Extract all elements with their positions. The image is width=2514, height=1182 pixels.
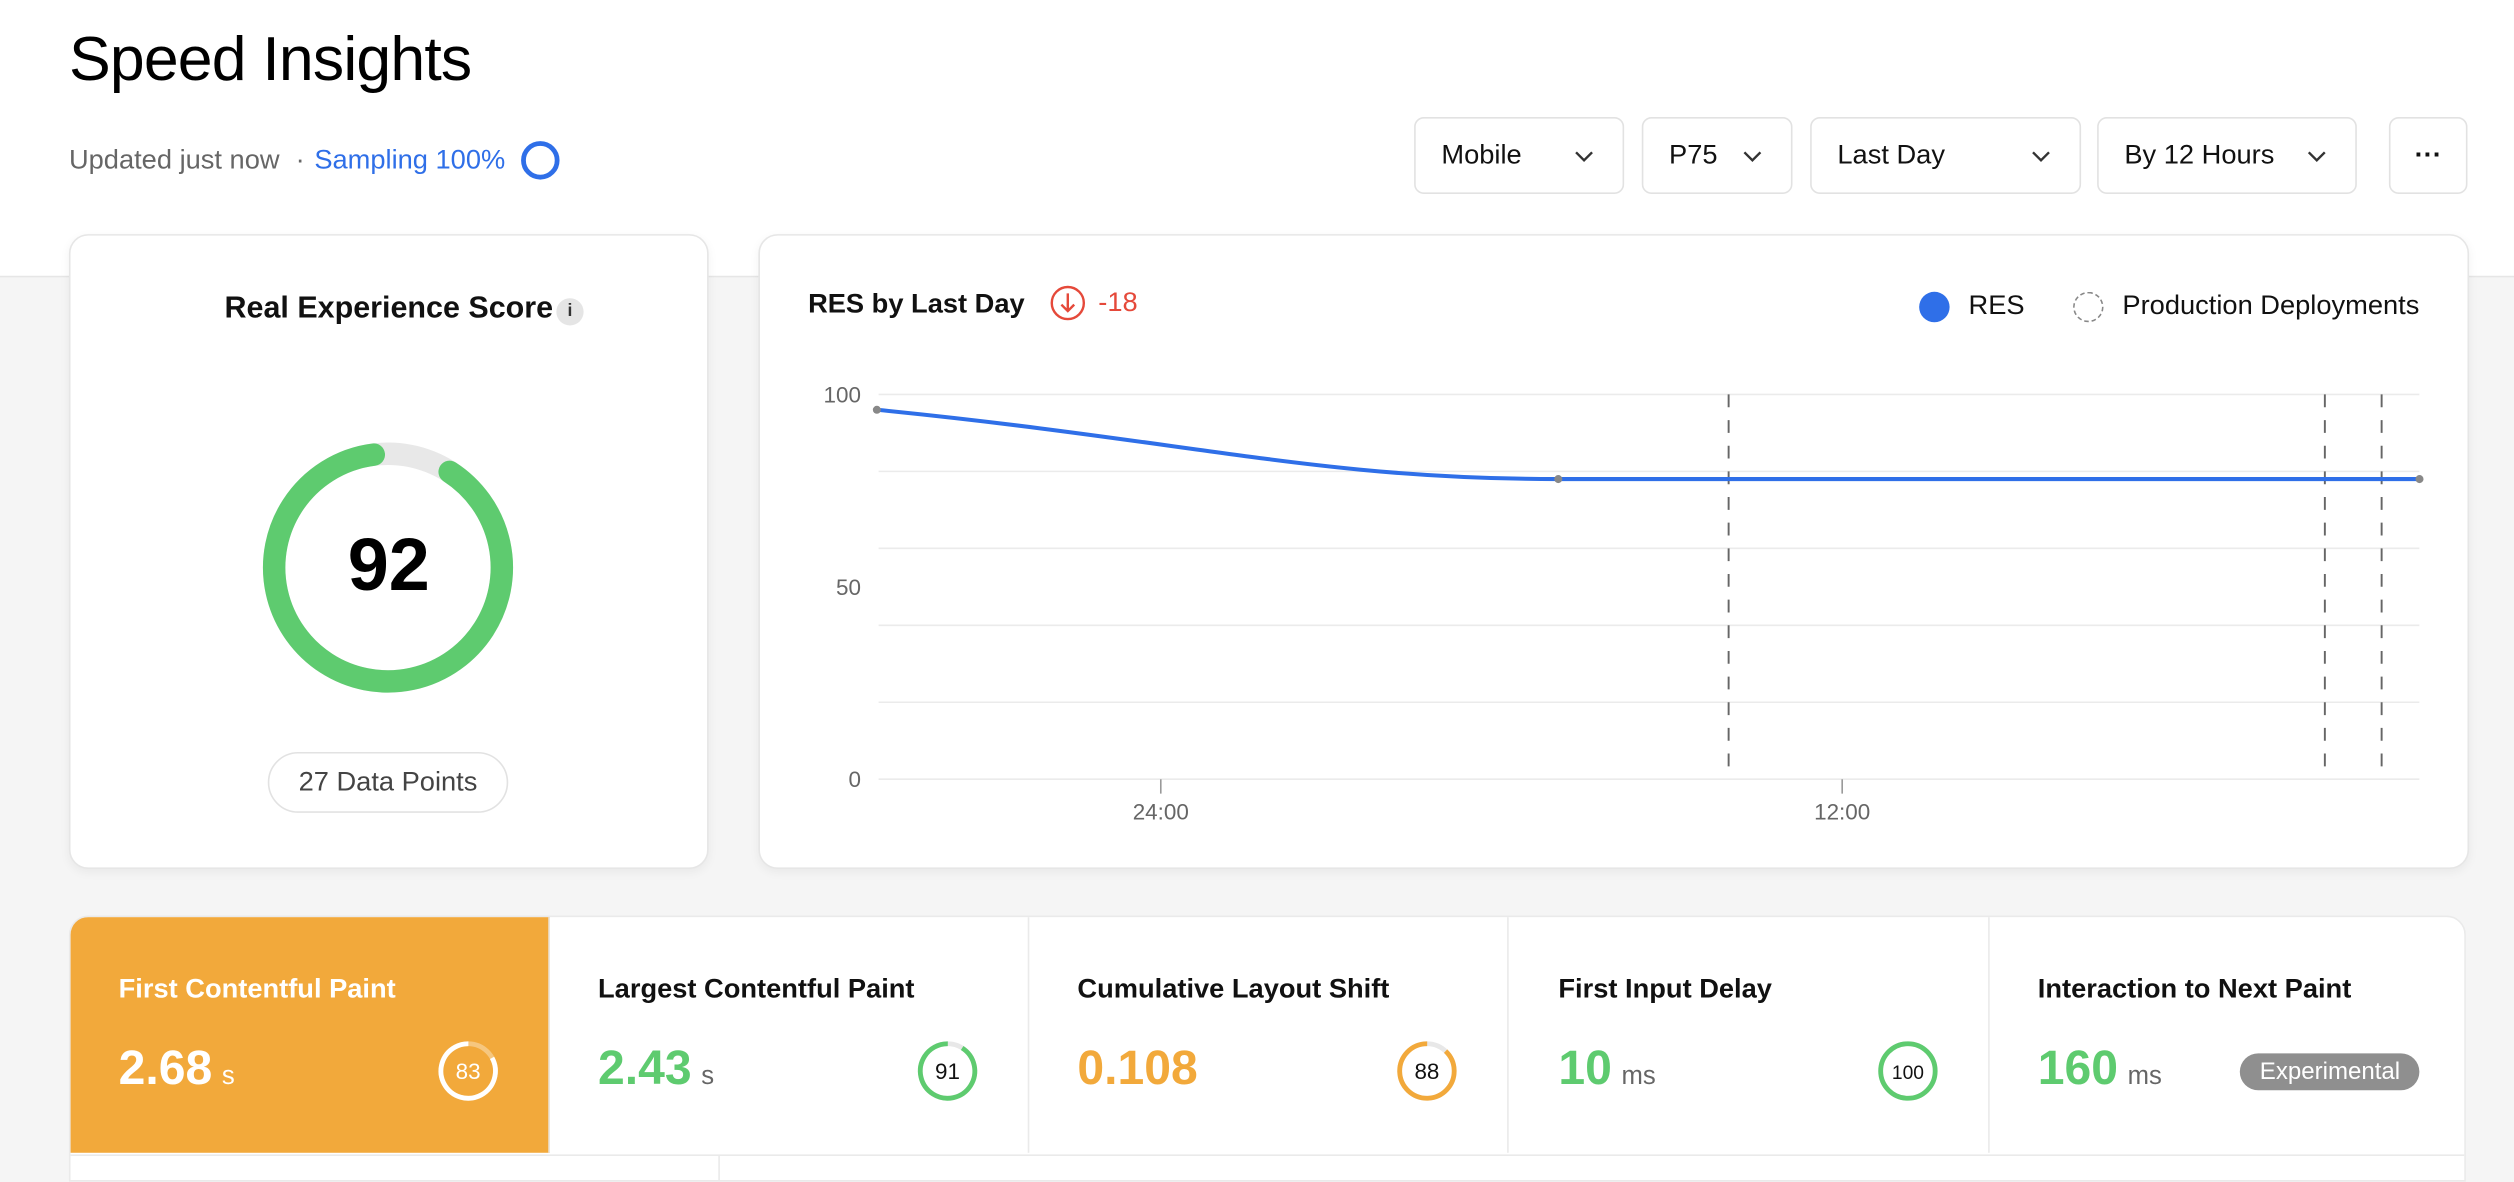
- gauge-arc: [1397, 1041, 1457, 1101]
- percentile-select[interactable]: P75: [1641, 117, 1793, 194]
- sampling-link[interactable]: Sampling 100%: [314, 144, 506, 175]
- info-icon[interactable]: i: [556, 298, 584, 326]
- chevron-down-icon: [1575, 151, 1593, 163]
- delta-value: -18: [1098, 286, 1138, 318]
- y-tick-label: 100: [824, 382, 861, 407]
- range-select[interactable]: Last Day: [1810, 117, 2082, 194]
- res-data-point[interactable]: [1554, 475, 1563, 484]
- page-title: Speed Insights: [68, 25, 472, 95]
- metric-fid[interactable]: First Input Delay 10 ms 100: [1510, 917, 1990, 1153]
- metric-unit: s: [701, 1062, 715, 1091]
- score-value: 92: [347, 522, 430, 607]
- gauge-score: 91: [935, 1059, 960, 1084]
- chevron-down-icon: [1743, 151, 1762, 163]
- chart-legend: RES Production Deployments: [1918, 290, 2420, 322]
- delta-indicator: -18: [1050, 285, 1138, 321]
- gauge-score: 100: [1892, 1063, 1924, 1084]
- more-options-button[interactable]: ···: [2388, 117, 2468, 194]
- chart-title: RES by Last Day: [808, 288, 1025, 320]
- metric-inp[interactable]: Interaction to Next Paint 160 ms Experime…: [1990, 917, 2465, 1153]
- device-select[interactable]: Mobile: [1414, 117, 1625, 194]
- metric-cls[interactable]: Cumulative Layout Shift 0.108 88: [1029, 917, 1509, 1153]
- granularity-select-value: By 12 Hours: [2124, 139, 2275, 170]
- separator: ·: [295, 144, 305, 175]
- metric-name: Largest Contentful Paint: [598, 973, 915, 1004]
- divider: [718, 1155, 720, 1181]
- y-tick-label: 0: [848, 767, 860, 792]
- metric-number: 160: [2037, 1042, 2119, 1096]
- percentile-select-value: P75: [1669, 139, 1718, 170]
- metric-lcp[interactable]: Largest Contentful Paint 2.43 s 91: [550, 917, 1030, 1153]
- metric-number: 2.68: [118, 1042, 213, 1096]
- metric-unit: s: [221, 1062, 235, 1091]
- donut-arc: [262, 442, 514, 693]
- metric-value: 0.108: [1077, 1042, 1207, 1097]
- chevron-down-icon: [2032, 151, 2050, 163]
- metric-name: First Input Delay: [1558, 973, 1772, 1004]
- metric-number: 0.108: [1077, 1042, 1198, 1096]
- range-select-value: Last Day: [1837, 139, 1945, 170]
- metric-score-gauge: 100: [1878, 1041, 1938, 1101]
- metric-name: First Contentful Paint: [118, 973, 396, 1004]
- metric-unit: ms: [1621, 1062, 1656, 1091]
- res-series-line: [876, 407, 2420, 482]
- metric-value: 10 ms: [1558, 1042, 1655, 1097]
- metric-score-gauge: 91: [917, 1041, 978, 1101]
- x-tick-label: 12:00: [1814, 799, 1870, 824]
- metric-number: 10: [1558, 1042, 1612, 1096]
- metric-value: 2.43 s: [598, 1042, 714, 1097]
- chevron-down-icon: [2307, 151, 2326, 163]
- res-line-chart: 100 50 0 24:00 12:00: [824, 382, 2424, 824]
- arrow-down-circle-icon: [1050, 285, 1086, 321]
- metrics-detail-row: [70, 1154, 2465, 1181]
- sampling-ring-icon[interactable]: [521, 141, 560, 180]
- score-card-title: Real Experience Score: [224, 291, 554, 326]
- res-data-point[interactable]: [2415, 475, 2424, 484]
- legend-res-label[interactable]: RES: [1968, 290, 2025, 321]
- experimental-badge: Experimental: [2240, 1053, 2420, 1091]
- device-select-value: Mobile: [1441, 139, 1522, 170]
- metric-name: Cumulative Layout Shift: [1077, 973, 1390, 1004]
- page-header: Speed Insights Updated just now · Sampli…: [0, 0, 2514, 278]
- metric-number: 2.43: [598, 1042, 692, 1096]
- metric-score-gauge: 88: [1397, 1041, 1457, 1101]
- res-data-point[interactable]: [872, 405, 881, 414]
- legend-deployments-label[interactable]: Production Deployments: [2122, 290, 2420, 321]
- y-tick-label: 50: [836, 575, 861, 600]
- status-line: Updated just now · Sampling 100%: [68, 141, 560, 180]
- legend-res-swatch: [1918, 290, 1950, 322]
- gauge-arc: [1878, 1041, 1938, 1101]
- metric-value: 2.68 s: [119, 1042, 235, 1097]
- metrics-row: First Contentful Paint 2.68 s 83 Largest …: [68, 915, 2466, 1182]
- score-card: Real Experience Score i 92 27 Data Point…: [68, 234, 709, 869]
- metric-fcp[interactable]: First Contentful Paint 2.68 s 83: [70, 917, 550, 1153]
- x-tick-label: 24:00: [1133, 799, 1189, 824]
- updated-text: Updated just now: [68, 144, 280, 175]
- metric-value: 160 ms: [2038, 1042, 2162, 1097]
- gauge-score: 83: [456, 1059, 481, 1084]
- metric-score-gauge: 83: [438, 1041, 498, 1101]
- granularity-select[interactable]: By 12 Hours: [2097, 117, 2357, 194]
- metric-name: Interaction to Next Paint: [2037, 973, 2352, 1004]
- score-donut: [262, 442, 514, 693]
- res-chart-card: 100 50 0 24:00 12:00 RES by Last Day -18 RES…: [758, 234, 2470, 869]
- legend-deployments-swatch: [2072, 290, 2104, 322]
- gauge-score: 88: [1414, 1059, 1439, 1084]
- data-points-pill: 27 Data Points: [267, 751, 509, 813]
- metric-unit: ms: [2127, 1062, 2162, 1091]
